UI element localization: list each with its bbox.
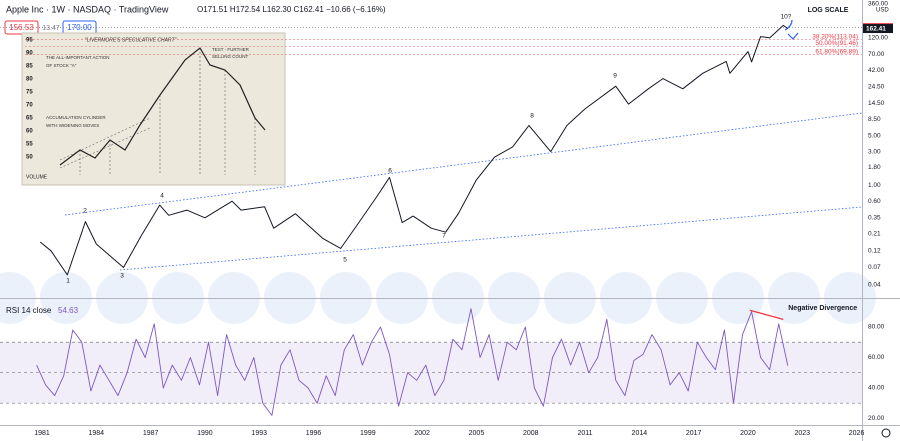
- inset-sketch: [59, 47, 266, 166]
- inset-scale: 50: [26, 155, 33, 161]
- y-tick-label: 42.00: [868, 67, 885, 74]
- y-tick-label: 1.80: [868, 164, 881, 171]
- currency[interactable]: USD: [876, 8, 889, 14]
- y-tick-label: 0.21: [868, 230, 881, 237]
- wave-label: 9: [613, 73, 617, 80]
- inset-scale: 60: [26, 129, 33, 135]
- x-tick-label: 2014: [632, 430, 648, 437]
- inset-scale: 70: [26, 103, 33, 109]
- y-tick-label: 0.60: [868, 198, 881, 205]
- wave-label: 1: [66, 278, 70, 285]
- x-tick-label: 1993: [251, 430, 267, 437]
- x-tick-label: 1987: [143, 430, 159, 437]
- wave-label: 8: [530, 113, 534, 120]
- inset-scale: 80: [26, 77, 33, 83]
- ohlc: O171.51 H172.54 L162.30 C162.41 −10.66 (…: [197, 5, 386, 14]
- symbol: Apple Inc · 1W · NASDAQ · TradingView: [6, 4, 169, 14]
- inset-note: THE ALL-IMPORTANT ACTION: [46, 55, 110, 60]
- spread: 13.47: [42, 25, 60, 32]
- divergence-line: [749, 309, 784, 320]
- inset-scale: 55: [26, 142, 33, 148]
- inset-scale: 65: [26, 116, 33, 122]
- x-tick-label: 2011: [578, 430, 593, 437]
- x-tick-label: 2026: [849, 430, 865, 437]
- price-marker: [863, 24, 893, 34]
- fib-label: 50.00%(91.46): [815, 40, 858, 47]
- y-tick-label: 0.04: [868, 281, 881, 288]
- rsi-last: 54.63: [58, 306, 79, 315]
- wave-label: 3: [120, 273, 124, 280]
- y-tick-label: 360.00: [868, 1, 888, 8]
- y-tick-label: 5.00: [868, 133, 881, 140]
- inset-scale: 95: [26, 38, 33, 44]
- y-tick-label: 70.00: [868, 51, 885, 58]
- x-tick-label: 2023: [794, 430, 810, 437]
- rsi-band: [0, 342, 862, 404]
- channel-line: [64, 112, 863, 216]
- inset-note: OF STOCK "A": [46, 63, 77, 68]
- x-tick-label: 2008: [523, 430, 539, 437]
- fib-label: 61.80%(69.89): [815, 48, 858, 55]
- y-tick-label: 120.00: [868, 35, 888, 42]
- inset-background: [21, 32, 286, 186]
- inset-sketch: [59, 48, 256, 175]
- x-tick-label: 1984: [89, 430, 105, 437]
- y-tick-label: 3.00: [868, 148, 881, 155]
- wave-label: 4: [160, 193, 164, 200]
- y-tick-label: 0.35: [868, 215, 881, 222]
- y-tick-label: 0.07: [868, 264, 881, 271]
- scale-label: LOG SCALE: [808, 7, 849, 14]
- inset-volume: VOLUME: [26, 174, 48, 180]
- x-tick-label: 1996: [306, 430, 322, 437]
- y-tick-label: 40.00: [868, 385, 885, 392]
- inset-title: "LIVERMORE'S SPECULATIVE CHART": [85, 37, 177, 43]
- wave-label: 6: [388, 168, 392, 175]
- y-tick-label: 24.50: [868, 84, 885, 91]
- wave-label: 5: [343, 257, 347, 264]
- inset-note: SELLING COUNT: [212, 54, 249, 59]
- ask[interactable]: 170.00: [67, 23, 92, 32]
- x-tick-label: 1981: [34, 430, 50, 437]
- x-tick-label: 1999: [360, 430, 376, 437]
- inset-note: WITH WIDENING MOVES: [46, 123, 99, 128]
- channel-line: [119, 206, 863, 271]
- y-tick-label: 1.00: [868, 182, 881, 189]
- y-tick-label: 8.50: [868, 116, 881, 123]
- y-tick-label: 20.00: [868, 415, 885, 422]
- price-marker-label: 162.41: [866, 25, 886, 32]
- inset-note: ACCUMULATION CYLINDER: [46, 115, 106, 120]
- y-tick-label: 60.00: [868, 354, 885, 361]
- x-tick-label: 2002: [414, 430, 430, 437]
- inset-scale: 90: [26, 51, 33, 57]
- rsi-title: RSI 14 close: [6, 306, 52, 315]
- inset-note: TEST - FURTHER: [212, 47, 250, 52]
- inset-image: "LIVERMORE'S SPECULATIVE CHART" THE ALL-I…: [21, 32, 286, 186]
- inset-scale: 75: [26, 90, 33, 96]
- inset-scale: 85: [26, 64, 33, 70]
- wave-label: 2: [83, 208, 87, 215]
- y-tick-label: 0.12: [868, 248, 881, 255]
- settings-icon[interactable]: [881, 428, 891, 438]
- price-line-series: [39, 24, 789, 276]
- x-tick-label: 2020: [740, 430, 756, 437]
- wave-label: 10?: [781, 14, 792, 21]
- y-tick-label: 14.50: [868, 100, 885, 107]
- arrow: [784, 19, 799, 40]
- fib-label: 38.20%(113.04): [812, 33, 858, 40]
- x-tick-label: 1990: [197, 430, 213, 437]
- x-tick-label: 2017: [686, 430, 702, 437]
- x-tick-label: 2005: [469, 430, 485, 437]
- annotation: Negative Divergence: [788, 305, 857, 312]
- wave-label: 7: [442, 233, 446, 240]
- y-tick-label: 80.00: [868, 324, 885, 331]
- rsi-line: [36, 308, 789, 416]
